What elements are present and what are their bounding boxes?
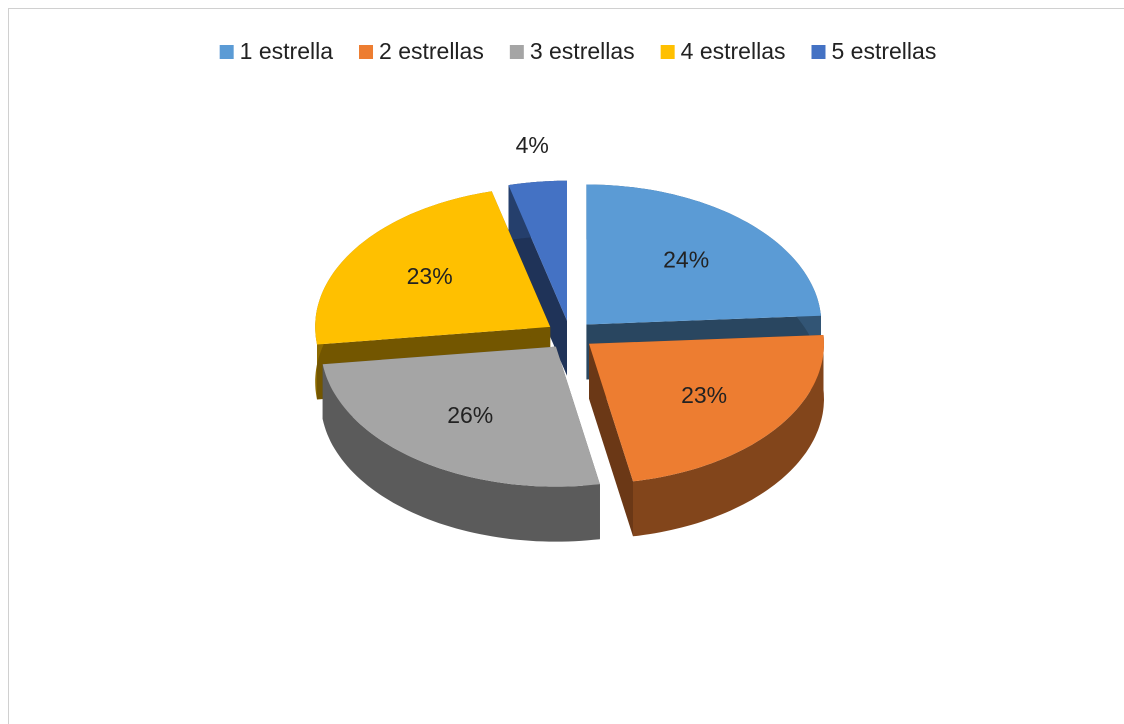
legend: 1 estrella 2 estrellas 3 estrellas 4 estrel…	[219, 38, 936, 64]
slice	[508, 180, 567, 376]
slice-top	[315, 191, 551, 345]
slice-side	[589, 343, 633, 537]
slice-top	[589, 335, 824, 482]
legend-swatch	[359, 45, 374, 59]
data-label: 23%	[681, 382, 727, 408]
slice	[322, 346, 600, 542]
legend-label: 4 estrellas	[681, 38, 786, 64]
slice-top	[508, 180, 567, 321]
data-label: 23%	[407, 263, 453, 289]
slice-wall	[322, 364, 600, 542]
legend-label: 5 estrellas	[831, 38, 936, 64]
legend-swatch	[509, 45, 524, 59]
legend-swatch	[660, 45, 675, 59]
legend-label: 3 estrellas	[530, 38, 635, 64]
slice-top	[586, 184, 821, 325]
slice-top	[322, 346, 600, 487]
legend-swatch	[811, 45, 826, 59]
data-label: 24%	[663, 246, 709, 272]
legend-swatch	[219, 45, 234, 59]
legend-label: 2 estrellas	[379, 38, 484, 64]
legend-label: 1 estrella	[240, 38, 334, 64]
slice-wall	[633, 335, 824, 537]
slice	[589, 335, 824, 537]
data-label: 4%	[516, 132, 549, 158]
data-label: 26%	[447, 402, 493, 428]
